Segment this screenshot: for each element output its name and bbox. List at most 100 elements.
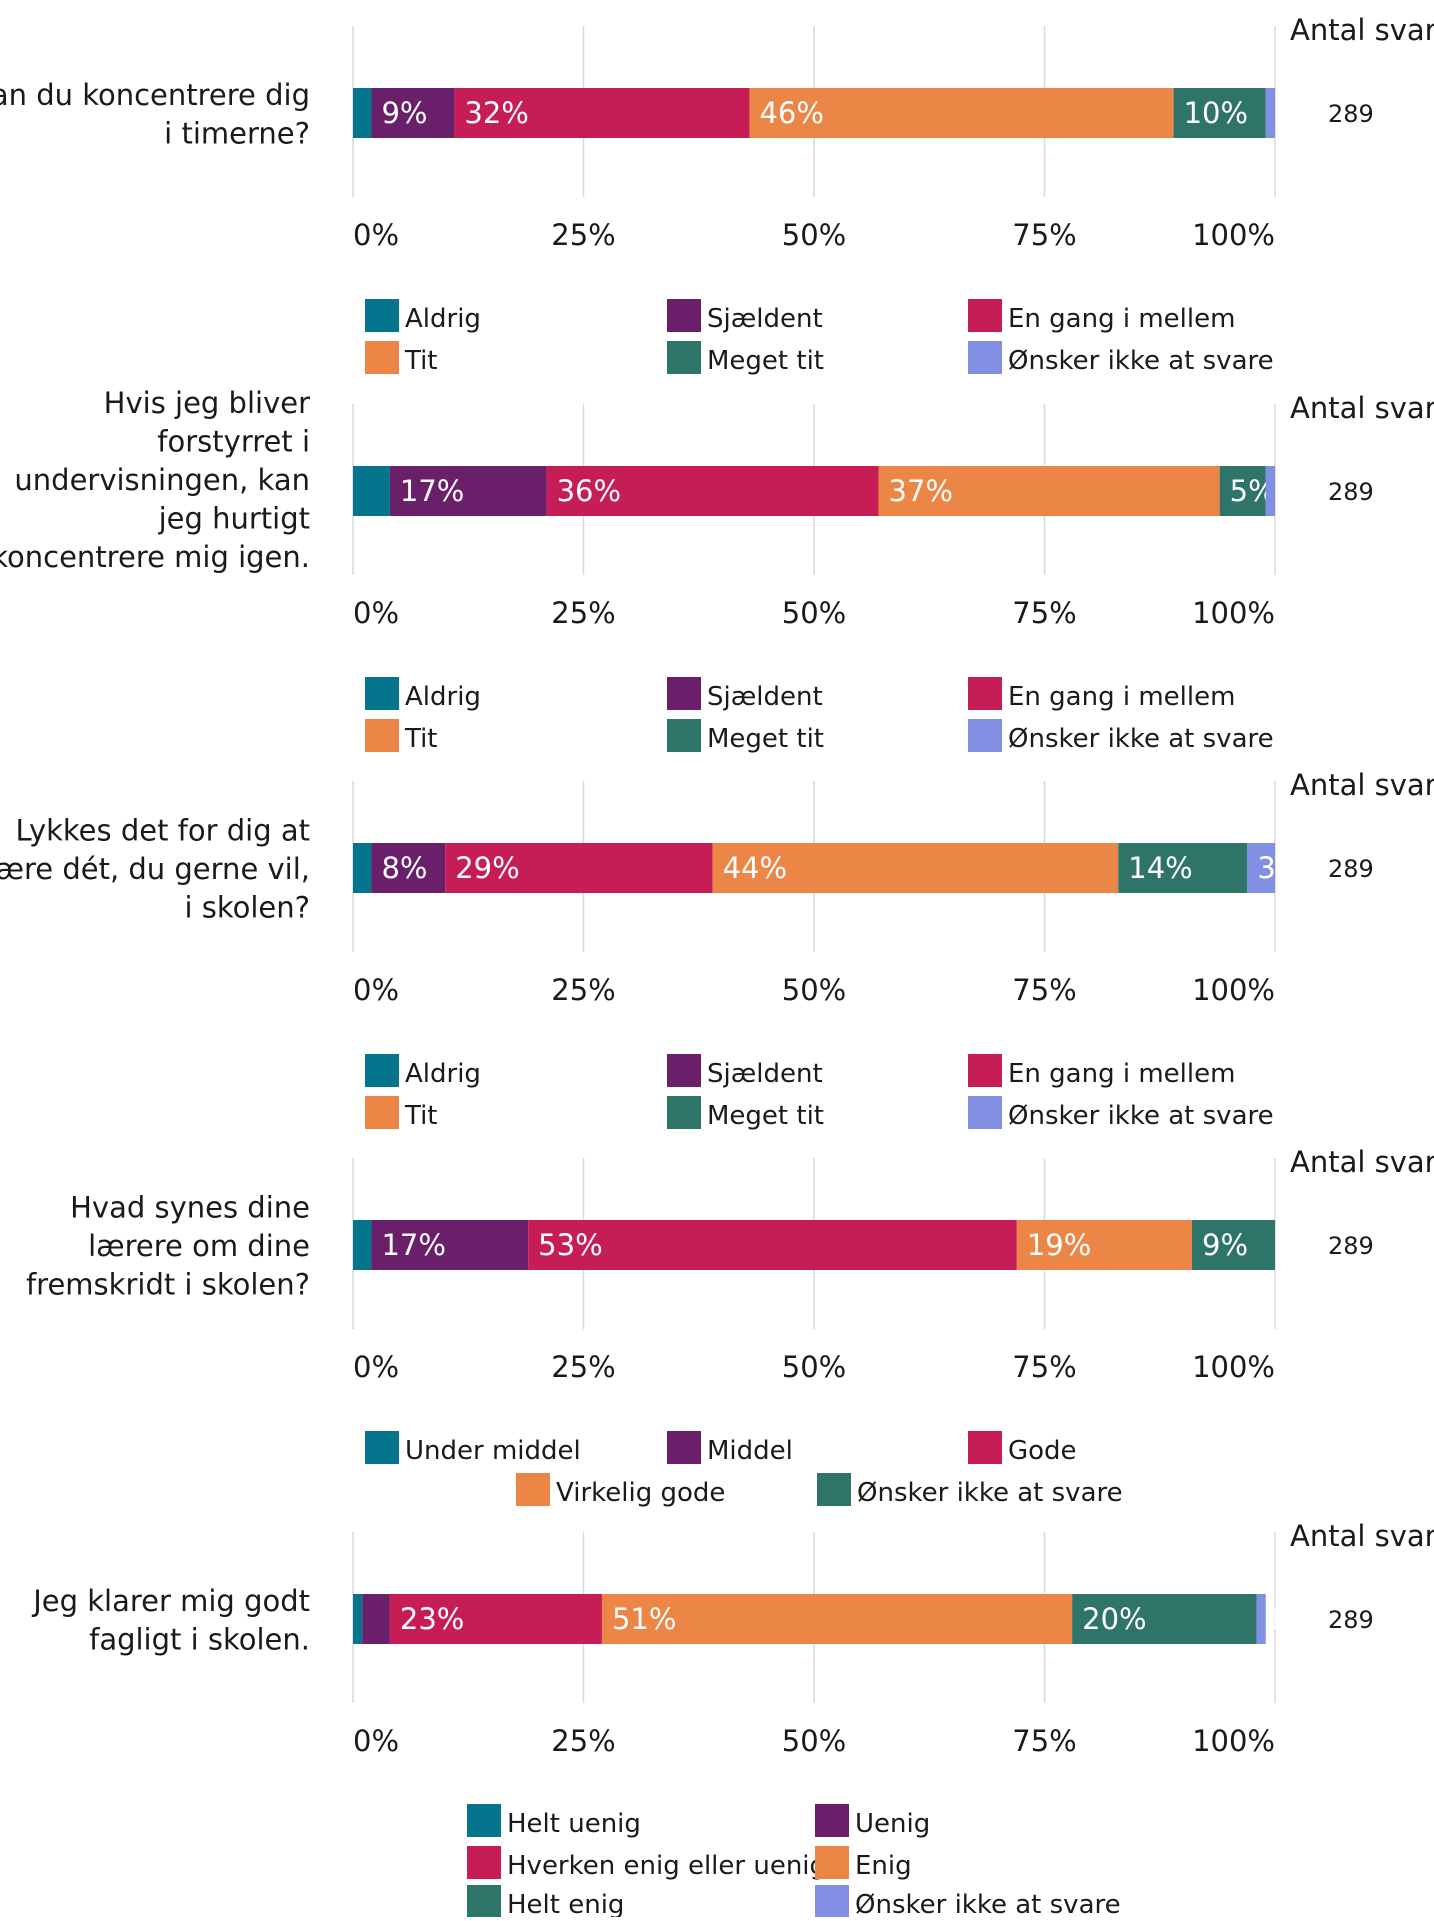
- question-label-line: jeg hurtigt: [158, 502, 310, 536]
- chart-panel-4: Hvad synes dine lærere om dine fremskridt …: [26, 1145, 1434, 1508]
- legend-label: En gang i mellem: [1008, 682, 1235, 712]
- legend-swatch: [667, 677, 701, 710]
- legend-swatch: [467, 1804, 501, 1837]
- x-tick-label: 50%: [782, 1350, 846, 1384]
- legend-swatch: [968, 677, 1002, 710]
- legend-label: Tit: [404, 346, 438, 376]
- bar-data-label: 19%: [1027, 1228, 1091, 1262]
- question-label: Jeg klarer mig godt fagligt i skolen.: [31, 1584, 310, 1657]
- question-label-line: lære dét, du gerne vil,: [0, 852, 310, 886]
- legend-swatch: [667, 1096, 701, 1129]
- chart-panel-2: Hvis jeg bliver forstyrret i undervisninge…: [0, 386, 1434, 754]
- bar-segment-4: [749, 88, 1174, 138]
- legend-swatch: [516, 1473, 550, 1506]
- bar-segment-6: [1265, 88, 1275, 138]
- bar-data-label: 1%: [1267, 1602, 1313, 1636]
- legend-label: Meget tit: [707, 346, 824, 376]
- x-tick-label: 50%: [782, 973, 846, 1007]
- legend-swatch: [968, 299, 1002, 332]
- x-tick-label: 100%: [1192, 1724, 1275, 1758]
- x-tick-label: 0%: [353, 218, 399, 252]
- x-tick-label: 100%: [1192, 973, 1275, 1007]
- legend-label: Sjældent: [707, 304, 823, 334]
- bar-segment-1: [353, 843, 372, 893]
- legend-swatch: [467, 1885, 501, 1918]
- bar-segment-1: [353, 1594, 363, 1644]
- legend-label: Meget tit: [707, 1101, 824, 1131]
- bar-data-label: 37%: [889, 474, 953, 508]
- bar-data-label: 44%: [723, 851, 787, 885]
- x-tick-label: 0%: [353, 1350, 399, 1384]
- count-header: Antal svar: [1290, 1145, 1434, 1179]
- bar-data-label: 9%: [1202, 1228, 1248, 1262]
- x-tick-label: 100%: [1192, 218, 1275, 252]
- bar-segment-2: [389, 466, 547, 516]
- legend-swatch: [667, 1054, 701, 1087]
- legend-swatch: [815, 1804, 849, 1837]
- legend-label: Gode: [1008, 1436, 1077, 1466]
- question-label-line: Kan du koncentrere dig: [0, 78, 310, 112]
- legend-swatch: [968, 1054, 1002, 1087]
- legend-label: Sjældent: [707, 1059, 823, 1089]
- count-header: Antal svar: [1290, 13, 1434, 47]
- x-tick-label: 25%: [551, 973, 615, 1007]
- bar-segment-3: [528, 1220, 1017, 1270]
- legend-label: Ønsker ikke at svare: [1008, 1101, 1274, 1131]
- x-tick-label: 25%: [551, 218, 615, 252]
- x-tick-label: 100%: [1192, 596, 1275, 630]
- x-tick-label: 0%: [353, 1724, 399, 1758]
- x-tick-label: 50%: [782, 596, 846, 630]
- bar-segment-5: [1173, 88, 1266, 138]
- legend-label: Uenig: [855, 1809, 930, 1839]
- legend-swatch: [365, 1096, 399, 1129]
- x-tick-label: 0%: [353, 973, 399, 1007]
- chart-panel-3: Lykkes det for dig at lære dét, du gerne …: [0, 768, 1434, 1131]
- bar-data-label: 10%: [1184, 96, 1248, 130]
- legend-swatch: [467, 1846, 501, 1879]
- chart-panel-1: Kan du koncentrere dig i timerne? Antal sv…: [0, 13, 1434, 376]
- legend-swatch: [365, 1054, 399, 1087]
- bar-segment-3: [445, 843, 713, 893]
- legend-label: Hverken enig eller uenig: [507, 1851, 826, 1881]
- question-label-line: Jeg klarer mig godt: [31, 1584, 310, 1618]
- legend-swatch: [817, 1473, 851, 1506]
- bar-segment-2: [371, 843, 446, 893]
- bar-segment-3: [389, 1594, 602, 1644]
- response-count: 289: [1328, 855, 1374, 883]
- bar-segment-6: [1247, 843, 1275, 893]
- bar-data-label: 8%: [381, 851, 427, 885]
- bar-segment-5: [1118, 843, 1248, 893]
- bar-segment-3: [546, 466, 879, 516]
- legend-label: Ønsker ikke at svare: [855, 1890, 1121, 1917]
- legend-label: Ønsker ikke at svare: [1008, 346, 1274, 376]
- x-tick-label: 25%: [551, 1724, 615, 1758]
- bar-segment-4: [601, 1594, 1073, 1644]
- question-label-line: lærere om dine: [88, 1229, 310, 1263]
- bar-data-label: 14%: [1128, 851, 1192, 885]
- x-tick-label: 50%: [782, 218, 846, 252]
- legend-label: Enig: [855, 1851, 912, 1881]
- legend-label: En gang i mellem: [1008, 304, 1235, 334]
- legend-swatch: [667, 341, 701, 374]
- legend-label: Ønsker ikke at svare: [857, 1478, 1123, 1508]
- bar-segment-1: [353, 466, 390, 516]
- x-tick-label: 75%: [1012, 1724, 1076, 1758]
- bar-segment-3: [454, 88, 750, 138]
- bar-data-label: 17%: [381, 1228, 445, 1262]
- legend-label: En gang i mellem: [1008, 1059, 1235, 1089]
- question-label: Hvad synes dine lærere om dine fremskridt …: [26, 1191, 310, 1302]
- legend-swatch: [667, 299, 701, 332]
- legend-label: Helt uenig: [507, 1809, 641, 1839]
- chart-panel-5: Jeg klarer mig godt fagligt i skolen. Anta…: [31, 1519, 1434, 1920]
- bar-segment-5: [1072, 1594, 1257, 1644]
- legend-swatch: [815, 1885, 849, 1918]
- x-tick-label: 75%: [1012, 1350, 1076, 1384]
- x-tick-label: 50%: [782, 1724, 846, 1758]
- bar-data-label: 53%: [538, 1228, 602, 1262]
- question-label-line: Hvis jeg bliver: [104, 386, 310, 420]
- bar-segment-4: [712, 843, 1119, 893]
- bar-segment-6: [1265, 466, 1275, 516]
- legend-swatch: [667, 719, 701, 752]
- legend-label: Helt enig: [507, 1890, 624, 1917]
- count-header: Antal svar: [1290, 768, 1434, 802]
